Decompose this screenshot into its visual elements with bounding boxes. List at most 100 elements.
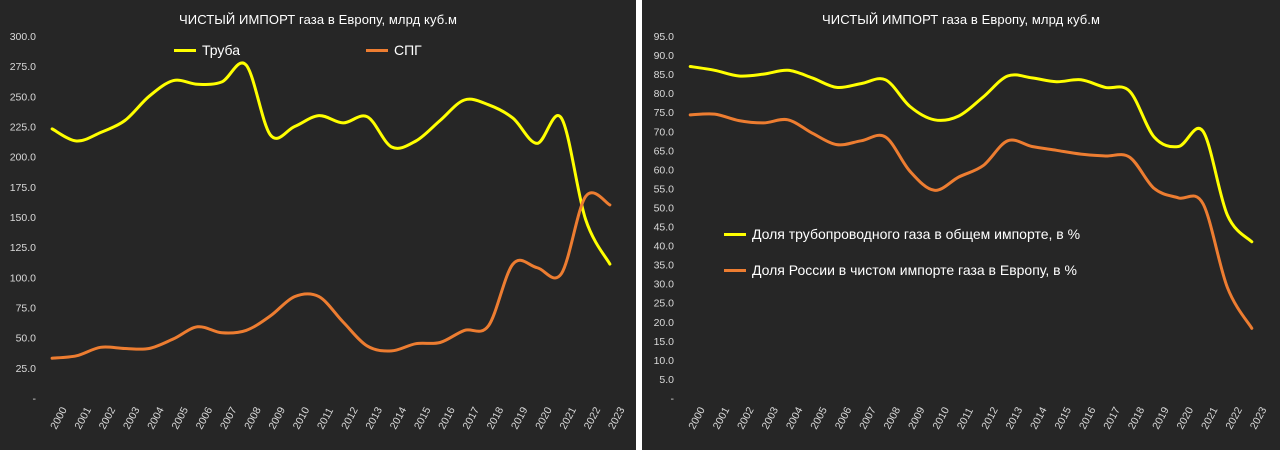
x-tick-label: 2004 [784, 405, 806, 431]
y-tick-label: 300.0 [10, 31, 36, 43]
y-tick-label: 70.0 [654, 126, 675, 138]
legend-item-lng: СПГ [366, 42, 422, 58]
x-tick-label: 2009 [266, 405, 288, 431]
x-tick-label: 2018 [1126, 405, 1148, 431]
legend-item-pipeline-share: Доля трубопроводного газа в общем импорт… [724, 226, 1080, 242]
x-tick-label: 2008 [242, 405, 264, 431]
x-tick-label: 2021 [1199, 405, 1221, 431]
legend-item-russia-share: Доля России в чистом импорте газа в Евро… [724, 262, 1077, 278]
y-tick-label: 275.0 [10, 61, 36, 73]
x-tick-label: 2017 [1101, 405, 1123, 431]
x-tick-label: 2003 [121, 405, 143, 431]
x-tick-label: 2000 [686, 405, 708, 431]
y-tick-label: 35.0 [654, 260, 675, 272]
x-tick-label: 2013 [1004, 405, 1026, 431]
y-tick-label: 10.0 [654, 355, 675, 367]
chart-title: ЧИСТЫЙ ИМПОРТ газа в Европу, млрд куб.м [178, 12, 458, 27]
y-tick-label: 85.0 [654, 69, 675, 81]
y-tick-label: 65.0 [654, 145, 675, 157]
x-tick-label: 2007 [857, 405, 879, 431]
y-tick-label: 5.0 [659, 374, 674, 386]
legend-swatch-pipeline-share [724, 232, 746, 236]
y-tick-label: 90.0 [654, 50, 675, 62]
y-tick-label: 150.0 [10, 212, 36, 224]
legend-label-pipeline-share: Доля трубопроводного газа в общем импорт… [752, 226, 1081, 242]
y-tick-label: 100.0 [10, 272, 36, 284]
x-tick-label: 2015 [412, 405, 434, 431]
legend-swatch-russia-share [724, 268, 746, 272]
series-line-0 [50, 61, 612, 266]
x-tick-label: 2016 [436, 405, 458, 431]
x-tick-label: 2004 [145, 405, 167, 431]
x-tick-label: 2010 [930, 405, 952, 431]
x-tick-label: 2016 [1077, 405, 1099, 431]
x-tick-label: 2002 [735, 405, 757, 431]
x-tick-label: 2010 [291, 405, 313, 431]
x-tick-label: 2012 [979, 405, 1001, 431]
y-tick-label: 50.0 [654, 202, 675, 214]
x-tick-label: 2022 [1223, 405, 1245, 431]
x-tick-label: 2020 [1175, 405, 1197, 431]
x-tick-label: 2006 [833, 405, 855, 431]
y-tick-label: 15.0 [654, 336, 675, 348]
x-tick-label: 2015 [1053, 405, 1075, 431]
series-line-0 [688, 65, 1254, 244]
x-tick-label: 2005 [169, 405, 191, 431]
x-tick-label: 2019 [1150, 405, 1172, 431]
x-tick-label: 2011 [315, 406, 336, 432]
x-tick-label: 2013 [363, 405, 385, 431]
x-tick-label: 2008 [882, 405, 904, 431]
legend-label-russia-share: Доля России в чистом импорте газа в Евро… [752, 262, 1077, 278]
y-tick-label: 225.0 [10, 122, 36, 134]
y-tick-label: 40.0 [654, 241, 675, 253]
x-tick-label: 2017 [460, 405, 482, 431]
y-tick-label: 45.0 [654, 222, 675, 234]
x-tick-label: 2014 [1028, 405, 1050, 431]
y-tick-label: 75.0 [16, 303, 37, 315]
x-tick-label: 2006 [194, 405, 216, 431]
x-tick-label: 2020 [533, 405, 555, 431]
chart-title: ЧИСТЫЙ ИМПОРТ газа в Европу, млрд куб.м [821, 12, 1101, 27]
y-tick-label: - [671, 393, 675, 405]
x-tick-label: 2011 [955, 406, 976, 432]
y-tick-label: 50.0 [16, 333, 37, 345]
legend-swatch-lng [366, 48, 388, 52]
series-line-1 [688, 112, 1254, 330]
y-tick-label: 200.0 [10, 152, 36, 164]
x-tick-label: 2022 [582, 405, 604, 431]
legend-label-pipeline: Труба [202, 42, 241, 58]
left-chart-plot: - 25.0 50.0 75.0 100.0 125.0 150.0 175.0 200.0 22… [10, 31, 628, 432]
y-tick-label: 75.0 [654, 107, 675, 119]
legend-swatch-pipeline [174, 48, 196, 52]
y-tick-label: 20.0 [654, 317, 675, 329]
y-tick-label: 80.0 [654, 88, 675, 100]
legend-item-pipeline: Труба [174, 42, 240, 58]
y-tick-label: 125.0 [10, 242, 36, 254]
y-tick-label: - [33, 393, 37, 405]
y-tick-label: 250.0 [10, 91, 36, 103]
legend-label-lng: СПГ [394, 42, 422, 58]
x-tick-label: 2012 [339, 405, 361, 431]
y-tick-label: 55.0 [654, 183, 675, 195]
x-tick-label: 2021 [557, 405, 579, 431]
x-tick-label: 2023 [1248, 405, 1270, 431]
y-tick-label: 60.0 [654, 164, 675, 176]
x-tick-label: 2023 [606, 405, 628, 431]
x-tick-label: 2007 [218, 405, 240, 431]
y-tick-label: 25.0 [654, 298, 675, 310]
left-chart-panel: ЧИСТЫЙ ИМПОРТ газа в Европу, млрд куб.м … [0, 0, 636, 450]
x-tick-label: 2014 [388, 405, 410, 431]
y-tick-label: 175.0 [10, 182, 36, 194]
x-tick-label: 2001 [711, 405, 733, 431]
x-tick-label: 2005 [808, 405, 830, 431]
x-tick-label: 2002 [97, 405, 119, 431]
series-line-1 [50, 191, 612, 360]
x-tick-label: 2001 [72, 405, 94, 431]
right-chart-plot: - 5.0 10.0 15.0 20.0 25.0 30.0 35.0 40.0 45.0 50.0… [654, 31, 1270, 432]
x-tick-label: 2019 [509, 405, 531, 431]
right-chart-panel: ЧИСТЫЙ ИМПОРТ газа в Европу, млрд куб.м … [642, 0, 1280, 450]
y-tick-label: 25.0 [16, 363, 37, 375]
x-tick-label: 2009 [906, 405, 928, 431]
x-tick-label: 2003 [760, 405, 782, 431]
y-tick-label: 95.0 [654, 31, 675, 43]
